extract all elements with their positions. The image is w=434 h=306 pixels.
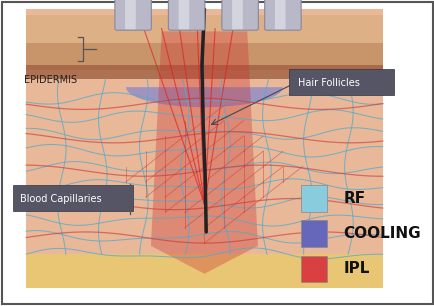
Text: Hair Follicles: Hair Follicles — [297, 78, 359, 88]
FancyBboxPatch shape — [178, 0, 189, 29]
FancyBboxPatch shape — [274, 0, 285, 29]
FancyBboxPatch shape — [264, 0, 300, 30]
FancyBboxPatch shape — [301, 256, 326, 282]
Polygon shape — [26, 254, 382, 288]
FancyBboxPatch shape — [13, 185, 132, 211]
FancyBboxPatch shape — [301, 220, 326, 247]
Polygon shape — [115, 87, 293, 107]
Text: EPIDERMIS: EPIDERMIS — [24, 75, 77, 84]
Text: Blood Capillaries: Blood Capillaries — [20, 194, 101, 204]
Text: RF: RF — [343, 191, 365, 206]
FancyBboxPatch shape — [115, 0, 151, 30]
FancyBboxPatch shape — [125, 0, 135, 29]
Polygon shape — [26, 15, 382, 43]
Polygon shape — [26, 65, 382, 79]
FancyBboxPatch shape — [301, 185, 326, 212]
FancyBboxPatch shape — [289, 69, 393, 95]
Text: COOLING: COOLING — [343, 226, 420, 241]
Polygon shape — [151, 32, 257, 274]
FancyBboxPatch shape — [168, 0, 204, 30]
Text: IPL: IPL — [343, 261, 369, 276]
Polygon shape — [26, 9, 382, 288]
FancyBboxPatch shape — [232, 0, 242, 29]
FancyBboxPatch shape — [221, 0, 258, 30]
Polygon shape — [26, 32, 382, 70]
